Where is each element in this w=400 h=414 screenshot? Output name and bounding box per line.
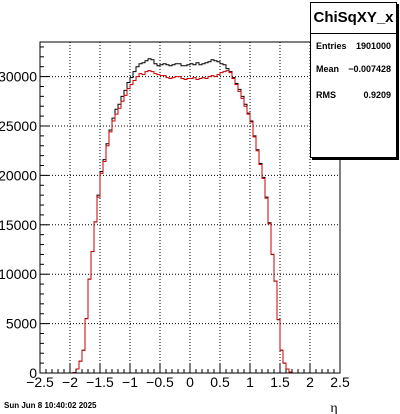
stats-title: ChiSqXY_x <box>311 3 396 34</box>
histogram-series <box>40 58 340 374</box>
axis-ticks <box>39 46 341 374</box>
y-tick-label: 30000 <box>0 69 37 85</box>
x-tick-labels: −2.5 −2 −1.5 −1 −0.5 0 0.5 1 1.5 2 2.5 <box>26 374 350 390</box>
y-tick-label: 0 <box>29 365 37 381</box>
x-tick-label: −2 <box>62 374 78 390</box>
x-tick-label: 0 <box>186 374 194 390</box>
x-tick-label: −0.5 <box>146 374 174 390</box>
x-tick-label: −1 <box>122 374 138 390</box>
stats-label: Mean <box>316 64 340 74</box>
y-tick-label: 10000 <box>0 266 37 282</box>
stats-box: ChiSqXY_x Entries 1901000 Mean −0.007428… <box>310 2 397 158</box>
stats-label: Entries <box>316 41 347 51</box>
y-tick-labels: 0 5000 10000 15000 20000 25000 30000 <box>0 69 37 381</box>
x-tick-label: 0.5 <box>210 374 230 390</box>
histogram-series-2 <box>40 70 340 374</box>
y-tick-label: 15000 <box>0 217 37 233</box>
timestamp: Sun Jun 8 10:40:02 2025 <box>4 401 97 410</box>
x-tick-label: 2.5 <box>330 374 350 390</box>
x-tick-label: 1 <box>246 374 254 390</box>
y-tick-label: 20000 <box>0 167 37 183</box>
stats-value: 1901000 <box>355 41 391 51</box>
x-tick-label: 1.5 <box>270 374 290 390</box>
stats-value: −0.007428 <box>348 64 391 74</box>
stats-label: RMS <box>316 90 336 100</box>
x-tick-label: −2.5 <box>26 374 54 390</box>
stats-value: 0.9209 <box>363 90 391 100</box>
y-tick-label: 25000 <box>0 118 37 134</box>
y-tick-label: 5000 <box>6 316 37 332</box>
x-tick-label: 2 <box>306 374 314 390</box>
x-axis-label: η <box>330 401 337 414</box>
grid-lines <box>40 42 340 373</box>
x-tick-label: −1.5 <box>86 374 114 390</box>
